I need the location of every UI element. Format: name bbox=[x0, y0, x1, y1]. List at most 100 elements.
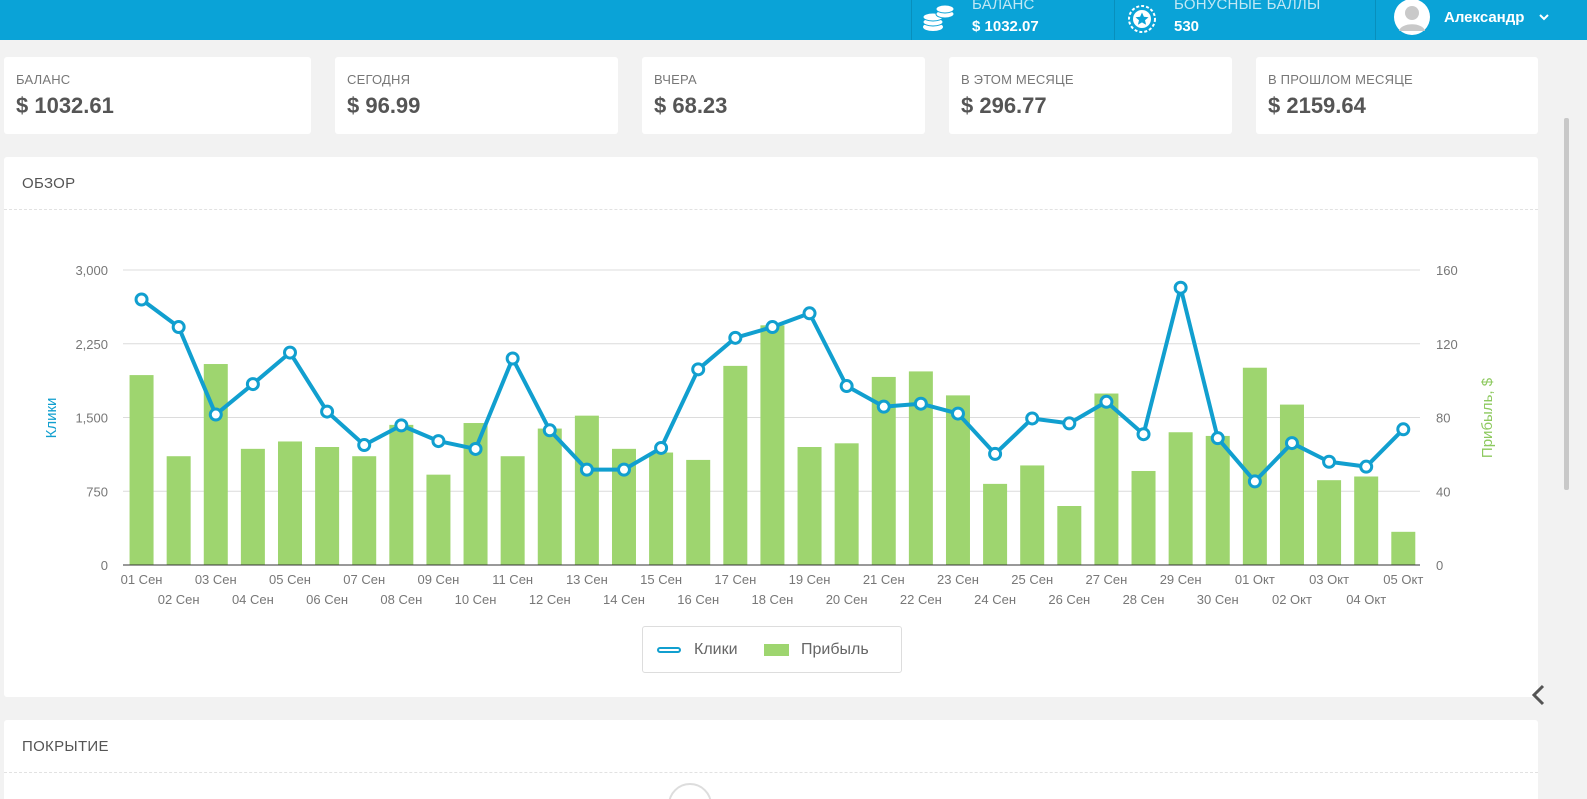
bar-profit bbox=[1168, 432, 1193, 565]
chevron-down-icon[interactable] bbox=[1538, 8, 1550, 28]
x-tick-label: 09 Сен bbox=[417, 572, 459, 587]
user-name: Александр bbox=[1444, 9, 1525, 26]
chart-legend: Клики Прибыль bbox=[642, 626, 902, 673]
user-menu[interactable]: Александр bbox=[1375, 0, 1587, 40]
x-tick-label: 11 Сен bbox=[492, 572, 533, 587]
x-tick-label: 10 Сен bbox=[455, 592, 497, 607]
stat-label: В ЭТОМ МЕСЯЦЕ bbox=[961, 72, 1074, 87]
bar-profit bbox=[426, 474, 451, 565]
y-tick-label: 2,250 bbox=[75, 337, 108, 352]
point-clicks bbox=[1322, 454, 1337, 469]
top-bar: БАЛАНС $ 1032.07 БОНУСНЫЕ БАЛЛЫ 530 Алек… bbox=[0, 0, 1587, 40]
panel-divider bbox=[4, 209, 1538, 210]
point-clicks bbox=[208, 407, 223, 422]
bar-profit bbox=[537, 428, 562, 565]
x-tick-label: 04 Сен bbox=[232, 592, 274, 607]
bar-profit bbox=[352, 456, 377, 565]
stat-value: $ 2159.64 bbox=[1268, 93, 1366, 118]
panel-title: ОБЗОР bbox=[22, 175, 76, 192]
bar-profit bbox=[797, 447, 822, 565]
bar-profit bbox=[760, 325, 785, 565]
bar-profit bbox=[315, 447, 340, 565]
y2-tick-label: 160 bbox=[1436, 263, 1458, 278]
header-balance-label: БАЛАНС bbox=[972, 0, 1035, 13]
x-tick-label: 30 Сен bbox=[1197, 592, 1239, 607]
point-clicks bbox=[691, 362, 706, 377]
bar-profit bbox=[389, 424, 414, 565]
point-clicks bbox=[171, 320, 186, 335]
point-clicks bbox=[1284, 436, 1299, 451]
header-bonus-label: БОНУСНЫЕ БАЛЛЫ bbox=[1174, 0, 1321, 13]
scrollbar[interactable] bbox=[1564, 118, 1569, 490]
x-tick-label: 05 Окт bbox=[1383, 572, 1423, 587]
legend-clicks-label[interactable]: Клики bbox=[694, 641, 738, 658]
x-tick-label: 02 Окт bbox=[1272, 592, 1312, 607]
point-clicks bbox=[1062, 416, 1077, 431]
x-tick-label: 02 Сен bbox=[158, 592, 200, 607]
x-tick-label: 05 Сен bbox=[269, 572, 311, 587]
point-clicks bbox=[1396, 422, 1411, 437]
bar-profit bbox=[1242, 367, 1267, 565]
x-tick-label: 07 Сен bbox=[343, 572, 385, 587]
y2-tick-label: 120 bbox=[1436, 337, 1458, 352]
x-tick-label: 06 Сен bbox=[306, 592, 348, 607]
point-clicks bbox=[579, 462, 594, 477]
header-balance[interactable]: БАЛАНС $ 1032.07 bbox=[911, 0, 1114, 40]
x-tick-label: 13 Сен bbox=[566, 572, 608, 587]
bar-profit bbox=[686, 459, 711, 565]
x-tick-label: 21 Сен bbox=[863, 572, 905, 587]
point-clicks bbox=[394, 418, 409, 433]
bar-profit bbox=[983, 483, 1008, 565]
panel-divider bbox=[4, 772, 1538, 773]
x-tick-label: 04 Окт bbox=[1346, 592, 1386, 607]
point-clicks bbox=[431, 434, 446, 449]
point-clicks bbox=[1210, 431, 1225, 446]
panel-title: ПОКРЫТИЕ bbox=[22, 738, 109, 755]
point-clicks bbox=[134, 292, 149, 307]
x-tick-label: 24 Сен bbox=[974, 592, 1016, 607]
x-tick-label: 19 Сен bbox=[789, 572, 831, 587]
point-clicks bbox=[1173, 280, 1188, 295]
x-tick-label: 08 Сен bbox=[380, 592, 422, 607]
x-tick-label: 12 Сен bbox=[529, 592, 571, 607]
point-clicks bbox=[1025, 411, 1040, 426]
bar-profit bbox=[1391, 531, 1416, 565]
y2-tick-label: 0 bbox=[1436, 558, 1443, 573]
x-tick-label: 28 Сен bbox=[1123, 592, 1165, 607]
chevron-left-icon[interactable] bbox=[1528, 682, 1550, 708]
bar-profit bbox=[834, 443, 859, 565]
legend-clicks-swatch bbox=[657, 647, 681, 653]
x-tick-label: 15 Сен bbox=[640, 572, 682, 587]
bar-profit bbox=[723, 365, 748, 565]
coverage-panel: ПОКРЫТИЕ bbox=[4, 720, 1538, 799]
stat-label: СЕГОДНЯ bbox=[347, 72, 411, 87]
stat-value: $ 96.99 bbox=[347, 93, 421, 118]
x-tick-label: 29 Сен bbox=[1160, 572, 1202, 587]
x-tick-label: 01 Сен bbox=[121, 572, 163, 587]
header-bonus-value: 530 bbox=[1174, 18, 1200, 35]
x-tick-label: 25 Сен bbox=[1011, 572, 1053, 587]
y-tick-label: 0 bbox=[101, 558, 108, 573]
stat-label: БАЛАНС bbox=[16, 72, 71, 87]
x-tick-label: 26 Сен bbox=[1048, 592, 1090, 607]
x-tick-label: 18 Сен bbox=[751, 592, 793, 607]
bar-profit bbox=[649, 452, 674, 565]
y2-axis-title: Прибыль, $ bbox=[1479, 377, 1496, 458]
stat-card-this-month: В ЭТОМ МЕСЯЦЕ $ 296.77 bbox=[949, 57, 1232, 134]
header-bonus[interactable]: БОНУСНЫЕ БАЛЛЫ 530 bbox=[1114, 0, 1375, 40]
legend-profit-swatch bbox=[764, 644, 789, 656]
point-clicks bbox=[1247, 474, 1262, 489]
x-tick-label: 27 Сен bbox=[1085, 572, 1127, 587]
coins-icon bbox=[922, 4, 955, 31]
y-tick-label: 3,000 bbox=[75, 263, 108, 278]
point-clicks bbox=[1359, 459, 1374, 474]
point-clicks bbox=[839, 379, 854, 394]
point-clicks bbox=[282, 345, 297, 360]
point-clicks bbox=[616, 462, 631, 477]
stat-label: ВЧЕРА bbox=[654, 72, 697, 87]
stat-label: В ПРОШЛОМ МЕСЯЦЕ bbox=[1268, 72, 1413, 87]
star-badge-icon bbox=[1128, 5, 1156, 33]
legend-profit-label[interactable]: Прибыль bbox=[801, 641, 869, 658]
bar-profit bbox=[129, 375, 154, 565]
